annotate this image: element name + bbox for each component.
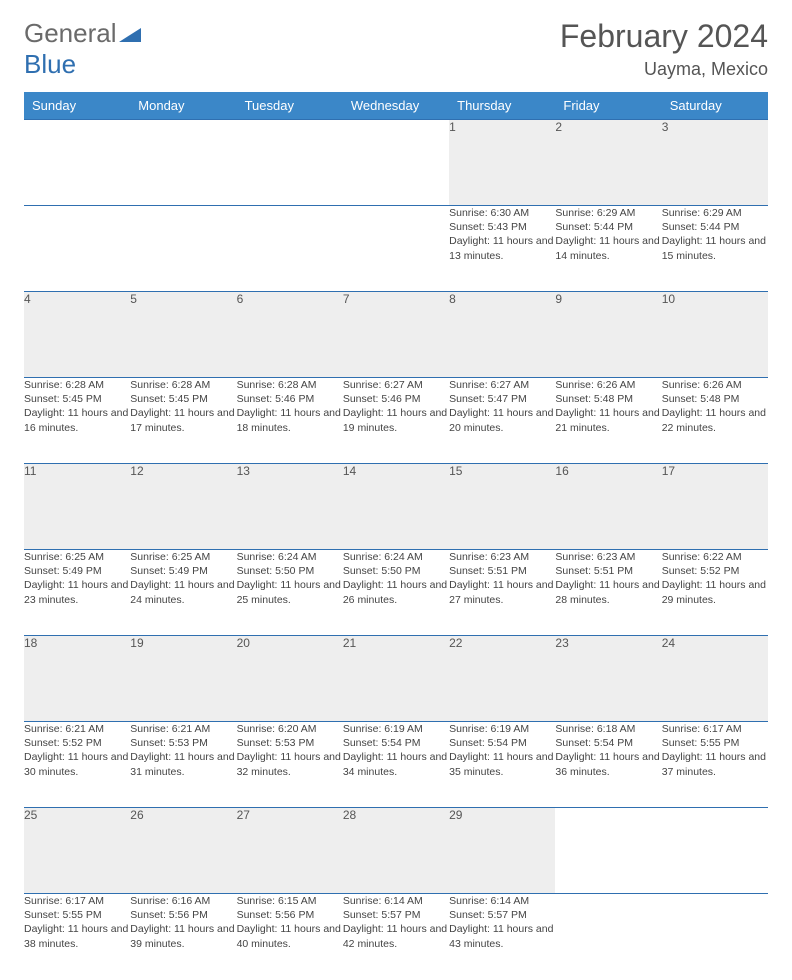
day-body-cell: Sunrise: 6:22 AMSunset: 5:52 PMDaylight:…	[662, 550, 768, 636]
day-number-cell: 11	[24, 464, 130, 550]
day-body-cell: Sunrise: 6:23 AMSunset: 5:51 PMDaylight:…	[555, 550, 661, 636]
week-body-row: Sunrise: 6:21 AMSunset: 5:52 PMDaylight:…	[24, 722, 768, 808]
day-number-cell: 12	[130, 464, 236, 550]
day-number-cell: 21	[343, 636, 449, 722]
day-number-cell: 29	[449, 808, 555, 894]
day-number-cell: 15	[449, 464, 555, 550]
week-number-row: 2526272829	[24, 808, 768, 894]
day-number-cell: 4	[24, 292, 130, 378]
day-body-cell: Sunrise: 6:25 AMSunset: 5:49 PMDaylight:…	[130, 550, 236, 636]
day-header: Saturday	[662, 92, 768, 120]
day-number-cell	[662, 808, 768, 894]
day-body-cell	[130, 206, 236, 292]
day-number-cell: 22	[449, 636, 555, 722]
day-number-cell: 3	[662, 120, 768, 206]
day-number-cell	[555, 808, 661, 894]
day-body-cell: Sunrise: 6:29 AMSunset: 5:44 PMDaylight:…	[662, 206, 768, 292]
day-number-cell: 25	[24, 808, 130, 894]
day-number-cell: 18	[24, 636, 130, 722]
day-body-cell: Sunrise: 6:24 AMSunset: 5:50 PMDaylight:…	[343, 550, 449, 636]
day-number-cell: 13	[237, 464, 343, 550]
day-number-cell: 7	[343, 292, 449, 378]
day-body-cell: Sunrise: 6:14 AMSunset: 5:57 PMDaylight:…	[449, 894, 555, 980]
day-number-cell: 8	[449, 292, 555, 378]
day-body-cell: Sunrise: 6:26 AMSunset: 5:48 PMDaylight:…	[662, 378, 768, 464]
day-number-cell: 9	[555, 292, 661, 378]
day-header-row: SundayMondayTuesdayWednesdayThursdayFrid…	[24, 92, 768, 120]
week-number-row: 18192021222324	[24, 636, 768, 722]
day-body-cell: Sunrise: 6:19 AMSunset: 5:54 PMDaylight:…	[449, 722, 555, 808]
day-body-cell	[555, 894, 661, 980]
day-number-cell	[343, 120, 449, 206]
day-body-cell: Sunrise: 6:28 AMSunset: 5:46 PMDaylight:…	[237, 378, 343, 464]
day-number-cell: 28	[343, 808, 449, 894]
title-block: February 2024 Uayma, Mexico	[560, 18, 768, 80]
day-number-cell	[130, 120, 236, 206]
logo-part2: Blue	[24, 49, 76, 79]
day-number-cell: 10	[662, 292, 768, 378]
logo-text: General Blue	[24, 18, 141, 80]
day-body-cell	[662, 894, 768, 980]
logo-triangle-icon	[119, 18, 141, 49]
week-number-row: 45678910	[24, 292, 768, 378]
day-body-cell: Sunrise: 6:30 AMSunset: 5:43 PMDaylight:…	[449, 206, 555, 292]
day-header: Thursday	[449, 92, 555, 120]
calendar-body: 123 Sunrise: 6:30 AMSunset: 5:43 PMDayli…	[24, 120, 768, 980]
day-body-cell: Sunrise: 6:21 AMSunset: 5:53 PMDaylight:…	[130, 722, 236, 808]
page-title: February 2024	[560, 18, 768, 55]
logo: General Blue	[24, 18, 141, 80]
day-header: Tuesday	[237, 92, 343, 120]
day-number-cell: 1	[449, 120, 555, 206]
day-body-cell: Sunrise: 6:20 AMSunset: 5:53 PMDaylight:…	[237, 722, 343, 808]
day-number-cell	[24, 120, 130, 206]
day-body-cell: Sunrise: 6:23 AMSunset: 5:51 PMDaylight:…	[449, 550, 555, 636]
day-number-cell: 27	[237, 808, 343, 894]
day-body-cell	[24, 206, 130, 292]
day-body-cell: Sunrise: 6:18 AMSunset: 5:54 PMDaylight:…	[555, 722, 661, 808]
day-number-cell: 19	[130, 636, 236, 722]
day-number-cell: 2	[555, 120, 661, 206]
day-number-cell: 24	[662, 636, 768, 722]
calendar-table: SundayMondayTuesdayWednesdayThursdayFrid…	[24, 92, 768, 980]
day-number-cell: 26	[130, 808, 236, 894]
day-header: Sunday	[24, 92, 130, 120]
day-body-cell: Sunrise: 6:16 AMSunset: 5:56 PMDaylight:…	[130, 894, 236, 980]
header: General Blue February 2024 Uayma, Mexico	[24, 18, 768, 80]
day-number-cell: 17	[662, 464, 768, 550]
day-number-cell: 5	[130, 292, 236, 378]
day-number-cell: 16	[555, 464, 661, 550]
day-body-cell	[343, 206, 449, 292]
logo-part1: General	[24, 18, 117, 48]
day-number-cell: 20	[237, 636, 343, 722]
location: Uayma, Mexico	[560, 59, 768, 80]
day-body-cell: Sunrise: 6:14 AMSunset: 5:57 PMDaylight:…	[343, 894, 449, 980]
day-header: Friday	[555, 92, 661, 120]
day-body-cell: Sunrise: 6:26 AMSunset: 5:48 PMDaylight:…	[555, 378, 661, 464]
day-number-cell: 6	[237, 292, 343, 378]
day-body-cell: Sunrise: 6:21 AMSunset: 5:52 PMDaylight:…	[24, 722, 130, 808]
week-body-row: Sunrise: 6:30 AMSunset: 5:43 PMDaylight:…	[24, 206, 768, 292]
week-body-row: Sunrise: 6:17 AMSunset: 5:55 PMDaylight:…	[24, 894, 768, 980]
day-body-cell: Sunrise: 6:28 AMSunset: 5:45 PMDaylight:…	[24, 378, 130, 464]
day-body-cell: Sunrise: 6:27 AMSunset: 5:47 PMDaylight:…	[449, 378, 555, 464]
day-header: Wednesday	[343, 92, 449, 120]
week-body-row: Sunrise: 6:28 AMSunset: 5:45 PMDaylight:…	[24, 378, 768, 464]
day-body-cell: Sunrise: 6:24 AMSunset: 5:50 PMDaylight:…	[237, 550, 343, 636]
day-header: Monday	[130, 92, 236, 120]
day-body-cell: Sunrise: 6:17 AMSunset: 5:55 PMDaylight:…	[24, 894, 130, 980]
week-number-row: 11121314151617	[24, 464, 768, 550]
day-number-cell: 14	[343, 464, 449, 550]
day-number-cell	[237, 120, 343, 206]
day-body-cell: Sunrise: 6:28 AMSunset: 5:45 PMDaylight:…	[130, 378, 236, 464]
day-body-cell: Sunrise: 6:27 AMSunset: 5:46 PMDaylight:…	[343, 378, 449, 464]
day-body-cell: Sunrise: 6:17 AMSunset: 5:55 PMDaylight:…	[662, 722, 768, 808]
day-body-cell: Sunrise: 6:29 AMSunset: 5:44 PMDaylight:…	[555, 206, 661, 292]
week-body-row: Sunrise: 6:25 AMSunset: 5:49 PMDaylight:…	[24, 550, 768, 636]
day-number-cell: 23	[555, 636, 661, 722]
day-body-cell: Sunrise: 6:19 AMSunset: 5:54 PMDaylight:…	[343, 722, 449, 808]
day-body-cell: Sunrise: 6:15 AMSunset: 5:56 PMDaylight:…	[237, 894, 343, 980]
day-body-cell: Sunrise: 6:25 AMSunset: 5:49 PMDaylight:…	[24, 550, 130, 636]
week-number-row: 123	[24, 120, 768, 206]
day-body-cell	[237, 206, 343, 292]
